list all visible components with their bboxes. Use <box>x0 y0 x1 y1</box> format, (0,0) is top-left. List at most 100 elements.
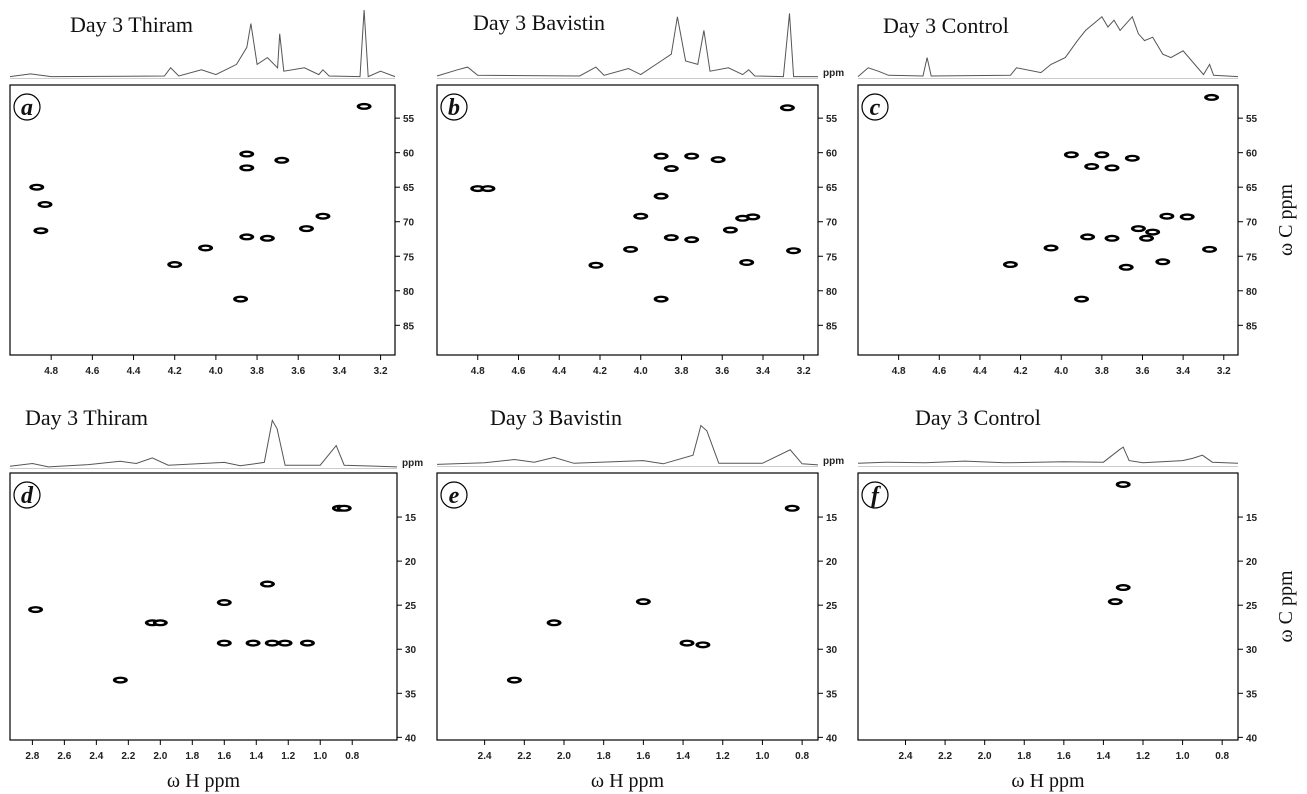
y-tick-label: 70 <box>826 218 838 229</box>
x-tick-label: 0.8 <box>1215 751 1229 762</box>
x-tick-label: 3.6 <box>291 366 305 377</box>
x-tick-label: 1.8 <box>597 751 611 762</box>
y-tick-label: 75 <box>1246 252 1258 263</box>
proton-spectrum <box>436 424 819 466</box>
cross-peak-contour <box>591 264 600 267</box>
x-tick-label: 2.2 <box>517 751 531 762</box>
x-tick-label: 1.0 <box>755 751 769 762</box>
x-axis-label: ω H ppm <box>167 770 241 792</box>
x-tick-label: 3.2 <box>797 366 811 377</box>
y-tick-label: 35 <box>405 689 417 700</box>
y-tick-label: 20 <box>405 557 417 568</box>
x-tick-label: 3.4 <box>332 366 346 377</box>
x-tick-label: 1.8 <box>1017 751 1031 762</box>
x-tick-label: 4.4 <box>552 366 566 377</box>
y-tick-label: 75 <box>826 252 838 263</box>
plot-frame <box>436 472 819 741</box>
cross-peak-contour <box>242 166 251 170</box>
panel-label: c <box>870 95 881 121</box>
panel-label-circle <box>13 93 41 121</box>
cross-peak-contour <box>683 641 692 645</box>
x-tick-label: 3.8 <box>1095 366 1109 377</box>
cross-peak-contour <box>236 297 245 301</box>
x-tick-label: 3.4 <box>756 366 770 377</box>
y-tick-label: 15 <box>826 513 838 524</box>
y-tick-label: 30 <box>405 645 417 656</box>
x-tick-label: 0.8 <box>345 751 359 762</box>
panel-label: d <box>21 483 34 509</box>
cross-peak-contour <box>639 600 648 603</box>
x-tick-label: 3.8 <box>675 366 689 377</box>
cross-peak-contour <box>473 187 482 190</box>
x-tick-label: 4.0 <box>209 366 223 377</box>
cross-peak-contour <box>738 217 747 220</box>
cross-peak-contour <box>1067 153 1076 156</box>
y-axis-label: ω C ppm <box>1275 184 1297 257</box>
cross-peak-contour <box>1122 266 1131 269</box>
y-tick-label: 55 <box>826 114 838 125</box>
x-tick-label: 1.0 <box>1176 751 1190 762</box>
cross-peak-contour <box>242 235 251 239</box>
cross-peak-contour <box>550 621 559 625</box>
x-tick-label: 4.8 <box>892 366 906 377</box>
cross-peak-contour <box>340 507 349 510</box>
y-tick-label: 40 <box>405 733 417 744</box>
panel-title: Day 3 Bavistin <box>473 10 605 35</box>
cross-peak-contour <box>1108 237 1117 240</box>
cross-peak-contour <box>687 238 696 241</box>
y-tick-label: 80 <box>403 287 415 298</box>
y-tick-label: 55 <box>403 114 415 125</box>
cross-peak-contour <box>1205 248 1214 251</box>
cross-peak-contour <box>742 261 751 264</box>
y-tick-label: 75 <box>403 252 415 263</box>
panel-title: Day 3 Control <box>915 405 1041 430</box>
x-tick-label: 2.0 <box>153 751 167 762</box>
cross-peak-contour <box>303 641 312 645</box>
x-tick-label: 3.8 <box>250 366 264 377</box>
x-tick-label: 1.6 <box>217 751 231 762</box>
cross-peak-contour <box>156 621 165 625</box>
cross-peak-contour <box>116 678 125 682</box>
x-tick-label: 1.2 <box>281 751 295 762</box>
y-tick-label: 15 <box>405 513 417 524</box>
x-tick-label: 1.8 <box>185 751 199 762</box>
x-axis-label: ω H ppm <box>591 770 665 792</box>
cross-peak-contour <box>1183 215 1192 219</box>
cross-peak-contour <box>1006 263 1015 266</box>
panel-label-circle <box>13 481 41 509</box>
cross-peak-contour <box>1207 96 1216 99</box>
cross-peak-contour <box>360 105 369 108</box>
ppm-label: ppm <box>823 456 844 467</box>
panel-label-circle <box>861 93 889 121</box>
y-tick-label: 40 <box>1246 733 1258 744</box>
cross-peak-contour <box>698 643 707 647</box>
panel-label: a <box>21 95 33 121</box>
cross-peak-contour <box>1087 165 1096 168</box>
x-tick-label: 2.2 <box>938 751 952 762</box>
x-tick-label: 2.2 <box>121 751 135 762</box>
y-tick-label: 70 <box>1246 218 1258 229</box>
cross-peak-contour <box>1162 215 1171 218</box>
x-tick-label: 2.0 <box>978 751 992 762</box>
cross-peak-contour <box>281 641 290 645</box>
x-tick-label: 0.8 <box>795 751 809 762</box>
cross-peak-contour <box>714 158 723 161</box>
plot-frame <box>436 84 819 356</box>
cross-peak-contour <box>249 641 258 645</box>
y-tick-label: 25 <box>1246 601 1258 612</box>
x-tick-label: 4.0 <box>1054 366 1068 377</box>
x-tick-label: 2.4 <box>478 751 492 762</box>
x-tick-label: 1.4 <box>1096 751 1110 762</box>
x-tick-label: 2.4 <box>899 751 913 762</box>
cross-peak-contour <box>1128 156 1137 160</box>
cross-peak-contour <box>1077 297 1086 301</box>
cross-peak-contour <box>263 582 272 586</box>
cross-peak-contour <box>657 297 666 301</box>
cross-peak-contour <box>636 215 645 218</box>
x-tick-label: 4.2 <box>593 366 607 377</box>
x-axis-label: ω H ppm <box>1011 770 1085 792</box>
y-tick-label: 85 <box>826 321 838 332</box>
y-axis-label: ω C ppm <box>1275 570 1297 643</box>
y-tick-label: 60 <box>1246 149 1258 160</box>
